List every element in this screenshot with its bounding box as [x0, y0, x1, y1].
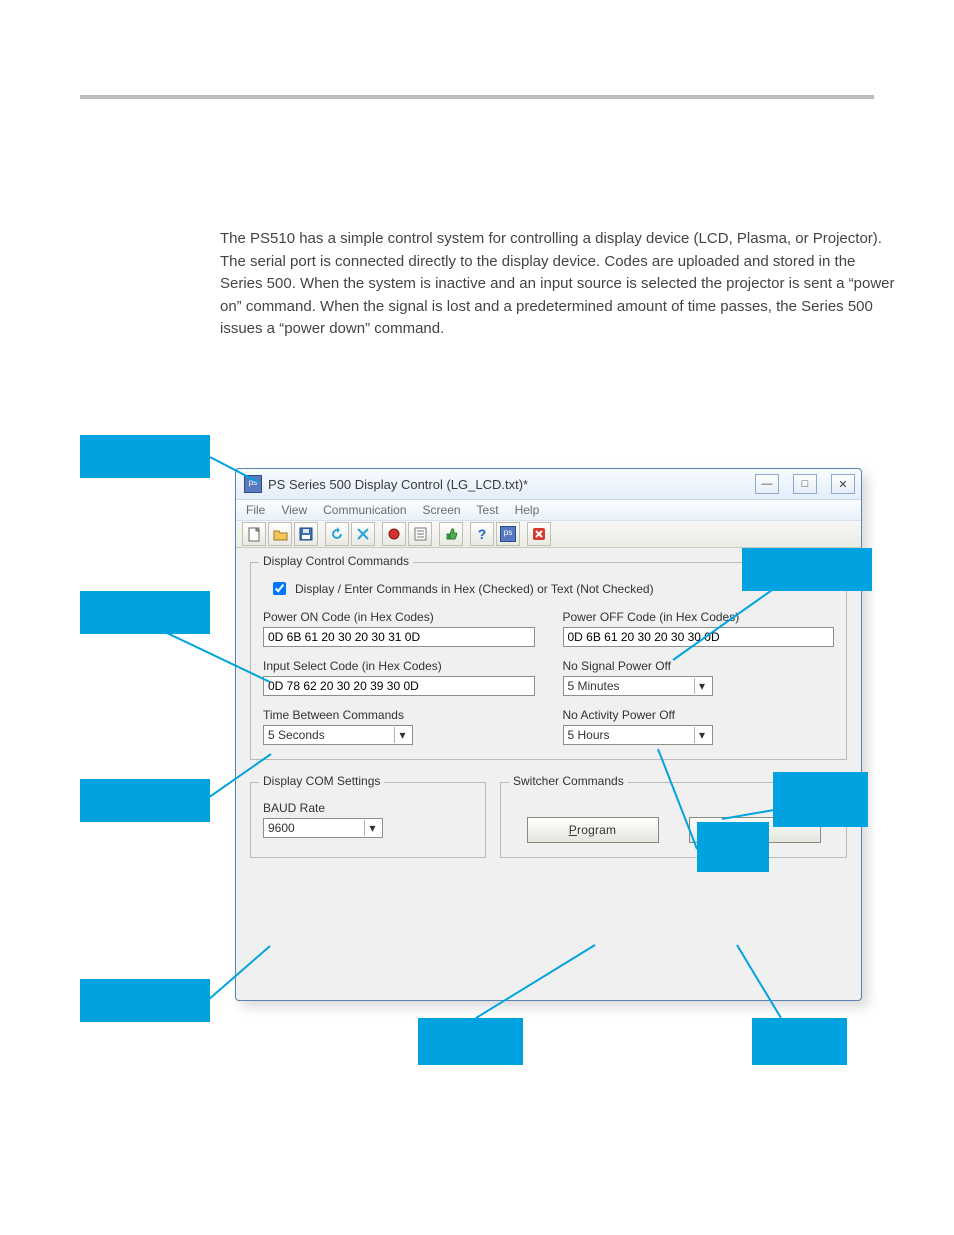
group-title-display: Display Control Commands: [259, 554, 413, 568]
power-on-input[interactable]: [263, 627, 535, 647]
toolbar-about[interactable]: ps: [496, 522, 520, 546]
no-signal-label: No Signal Power Off: [563, 659, 835, 673]
cancel-icon: [357, 528, 369, 540]
toolbar-save[interactable]: [294, 522, 318, 546]
input-select-input[interactable]: [263, 676, 535, 696]
toolbar-exit[interactable]: [527, 522, 551, 546]
callout-c1: [80, 435, 210, 478]
callout-c5: [742, 548, 872, 591]
power-off-input[interactable]: [563, 627, 835, 647]
menu-test[interactable]: Test: [477, 503, 499, 517]
thumbs-up-icon: [444, 527, 458, 541]
toolbar-ok[interactable]: [439, 522, 463, 546]
window-title: PS Series 500 Display Control (LG_LCD.tx…: [268, 477, 528, 492]
toolbar: ? ps: [236, 521, 861, 548]
toolbar-record[interactable]: [382, 522, 406, 546]
baud-label: BAUD Rate: [263, 801, 473, 815]
power-on-label: Power ON Code (in Hex Codes): [263, 610, 535, 624]
new-file-icon: [248, 527, 261, 542]
callout-c6: [773, 772, 868, 827]
no-activity-select[interactable]: 5 Hours ▾: [563, 725, 713, 745]
time-between-value: 5 Seconds: [268, 728, 325, 742]
app-icon: ps: [244, 475, 262, 493]
hex-mode-label: Display / Enter Commands in Hex (Checked…: [295, 582, 654, 596]
toolbar-cancel[interactable]: [351, 522, 375, 546]
minimize-icon: —: [762, 478, 773, 490]
time-between-label: Time Between Commands: [263, 708, 535, 722]
menu-help[interactable]: Help: [515, 503, 540, 517]
program-button[interactable]: Program: [527, 817, 659, 843]
close-button[interactable]: ✕: [831, 474, 855, 494]
list-icon: [414, 527, 427, 541]
menu-view[interactable]: View: [281, 503, 307, 517]
input-select-label: Input Select Code (in Hex Codes): [263, 659, 535, 673]
minimize-button[interactable]: —: [755, 474, 779, 494]
menu-comm[interactable]: Communication: [323, 503, 406, 517]
baud-value: 9600: [268, 821, 295, 835]
no-activity-label: No Activity Power Off: [563, 708, 835, 722]
ps-icon: ps: [500, 526, 516, 542]
callout-c2: [80, 591, 210, 634]
open-folder-icon: [273, 528, 288, 541]
no-signal-select[interactable]: 5 Minutes ▾: [563, 676, 713, 696]
callout-c3: [80, 779, 210, 822]
page-divider: [80, 95, 874, 99]
toolbar-help[interactable]: ?: [470, 522, 494, 546]
dropdown-arrow-icon: ▾: [364, 820, 380, 836]
group-display-commands: Display Control Commands Display / Enter…: [250, 562, 847, 760]
group-title-switcher: Switcher Commands: [509, 774, 628, 788]
power-off-label: Power OFF Code (in Hex Codes): [563, 610, 835, 624]
intro-paragraph: The PS510 has a simple control system fo…: [220, 228, 900, 341]
close-icon: ✕: [838, 478, 847, 491]
exit-icon: [532, 527, 546, 541]
no-activity-value: 5 Hours: [568, 728, 610, 742]
group-com-settings: Display COM Settings BAUD Rate 9600 ▾: [250, 782, 486, 858]
toolbar-open[interactable]: [268, 522, 292, 546]
callout-c7: [697, 822, 769, 872]
callout-c9: [752, 1018, 847, 1065]
toolbar-new[interactable]: [242, 522, 266, 546]
time-between-select[interactable]: 5 Seconds ▾: [263, 725, 413, 745]
hex-mode-input[interactable]: [273, 582, 286, 595]
dropdown-arrow-icon: ▾: [394, 727, 410, 743]
callout-c8: [418, 1018, 523, 1065]
baud-select[interactable]: 9600 ▾: [263, 818, 383, 838]
help-icon: ?: [478, 526, 487, 542]
maximize-icon: □: [802, 478, 809, 490]
dropdown-arrow-icon: ▾: [694, 678, 710, 694]
save-icon: [299, 527, 313, 541]
callout-c4: [80, 979, 210, 1022]
menu-screen[interactable]: Screen: [423, 503, 461, 517]
no-signal-value: 5 Minutes: [568, 679, 620, 693]
program-rest: rogram: [577, 823, 616, 837]
toolbar-refresh[interactable]: [325, 522, 349, 546]
menu-file[interactable]: File: [246, 503, 265, 517]
group-title-com: Display COM Settings: [259, 774, 384, 788]
toolbar-list[interactable]: [408, 522, 432, 546]
record-icon: [388, 528, 400, 540]
refresh-icon: [330, 527, 344, 541]
maximize-button[interactable]: □: [793, 474, 817, 494]
dropdown-arrow-icon: ▾: [694, 727, 710, 743]
titlebar[interactable]: ps PS Series 500 Display Control (LG_LCD…: [236, 469, 861, 500]
program-underline: P: [569, 823, 577, 837]
menu-bar: File View Communication Screen Test Help: [236, 500, 861, 521]
